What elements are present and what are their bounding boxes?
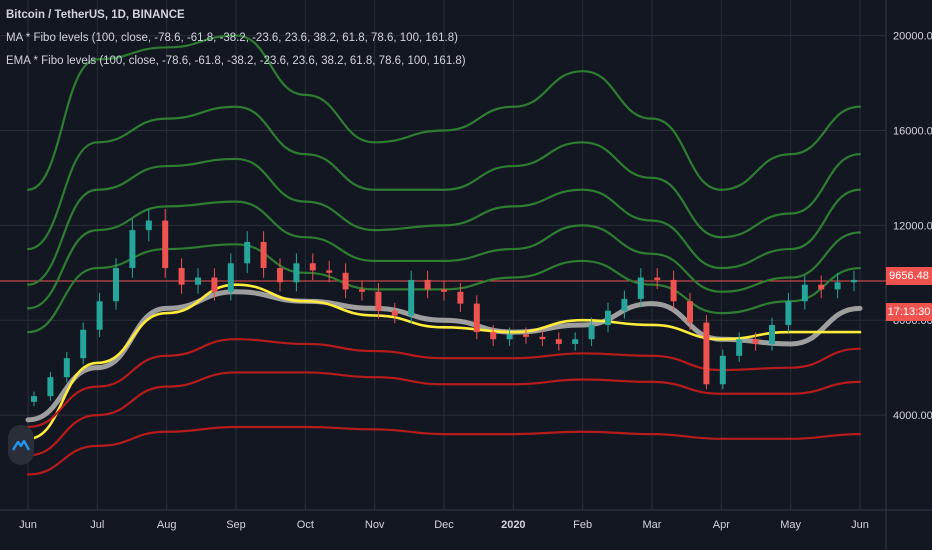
candlesticks: [31, 209, 857, 407]
bar-countdown-label: 17:13:30: [886, 303, 932, 321]
candle-body: [523, 334, 529, 337]
x-tick-label: Jun: [19, 519, 37, 531]
candle-body: [834, 282, 841, 290]
lower-series-line-9: [26, 425, 862, 476]
x-tick-label: 2020: [501, 519, 525, 531]
candle-body: [785, 301, 792, 325]
candle-body: [277, 268, 283, 283]
candle-body: [572, 339, 579, 344]
candle-body: [195, 277, 201, 285]
x-tick-label: Apr: [713, 519, 730, 531]
candle-body: [687, 301, 693, 323]
x-tick-label: May: [780, 519, 801, 531]
x-tick-label: Mar: [643, 519, 662, 531]
candle-body: [539, 336, 546, 340]
candle-body: [506, 334, 513, 340]
candle-body: [260, 241, 267, 269]
candle-body: [736, 339, 743, 356]
ma-indicator-label[interactable]: MA * Fibo levels (100, close, -78.6, -61…: [6, 32, 458, 44]
chart-legend: Bitcoin / TetherUS, 1D, BINANCE MA * Fib…: [6, 4, 466, 73]
candle-body: [490, 332, 497, 340]
x-tick-label: Nov: [365, 519, 385, 531]
candle-body: [424, 279, 431, 290]
upper-series-line-0: [26, 34, 862, 191]
candle-body: [63, 358, 70, 378]
candle-body: [244, 241, 251, 264]
candle-body: [605, 310, 611, 325]
candle-body: [719, 355, 726, 385]
candle-body: [408, 279, 415, 316]
candle-body: [654, 277, 661, 280]
candle-body: [375, 291, 382, 311]
candle-body: [457, 291, 464, 304]
candle-body: [309, 263, 316, 271]
candle-body: [31, 396, 37, 402]
x-tick-label: Sep: [226, 519, 246, 531]
candle-body: [555, 339, 562, 344]
candle-body: [162, 220, 169, 269]
candle-body: [588, 324, 595, 340]
candle-body: [752, 339, 759, 344]
candle-body: [818, 284, 825, 290]
lower-series-line-8: [26, 371, 862, 457]
upper-series-line-3: [26, 200, 862, 310]
candle-body: [80, 329, 87, 359]
candle-body: [621, 298, 628, 311]
upper-series-line-1: [26, 105, 862, 251]
candle-body: [851, 279, 857, 283]
x-tick-label: Oct: [297, 519, 314, 531]
y-tick-label: 12000.00: [893, 220, 932, 232]
mountain-icon: [12, 439, 30, 451]
symbol-title[interactable]: Bitcoin / TetherUS, 1D, BINANCE: [6, 9, 185, 21]
candle-body: [801, 284, 808, 302]
upper-series-line-2: [26, 157, 862, 286]
candle-body: [211, 277, 218, 292]
candle-body: [227, 263, 234, 292]
y-tick-label: 4000.00: [893, 410, 932, 422]
candle-body: [473, 303, 480, 333]
candle-body: [769, 324, 775, 344]
ema-series-line-6: [26, 283, 862, 441]
candle-body: [178, 268, 185, 285]
x-tick-label: Dec: [434, 519, 454, 531]
y-tick-label: 20000.00: [893, 31, 932, 43]
candle-body: [359, 289, 365, 292]
candle-body: [113, 268, 119, 302]
candle-body: [47, 377, 54, 397]
candle-body: [637, 277, 644, 299]
candle-body: [145, 220, 152, 231]
candle-body: [326, 270, 333, 273]
x-tick-label: Aug: [157, 519, 177, 531]
candle-body: [129, 230, 136, 269]
candle-body: [670, 279, 677, 302]
current-price-label: 9656.48: [886, 267, 932, 285]
candle-body: [441, 289, 447, 292]
tradingview-logo[interactable]: [8, 425, 34, 465]
candle-body: [703, 322, 710, 385]
candle-body: [96, 301, 103, 330]
y-tick-label: 16000.00: [893, 125, 932, 137]
candle-body: [293, 263, 300, 283]
candle-body: [342, 272, 349, 290]
time-axis[interactable]: Jun Jul Aug Sep Oct Nov Dec 2020 Feb Mar Apr May Jun: [19, 519, 869, 531]
x-tick-label: Jun: [851, 519, 869, 531]
ema-indicator-label[interactable]: EMA * Fibo levels (100, close, -78.6, -6…: [6, 55, 466, 67]
x-tick-label: Feb: [573, 519, 592, 531]
candle-body: [391, 310, 398, 316]
x-tick-label: Jul: [90, 519, 104, 531]
